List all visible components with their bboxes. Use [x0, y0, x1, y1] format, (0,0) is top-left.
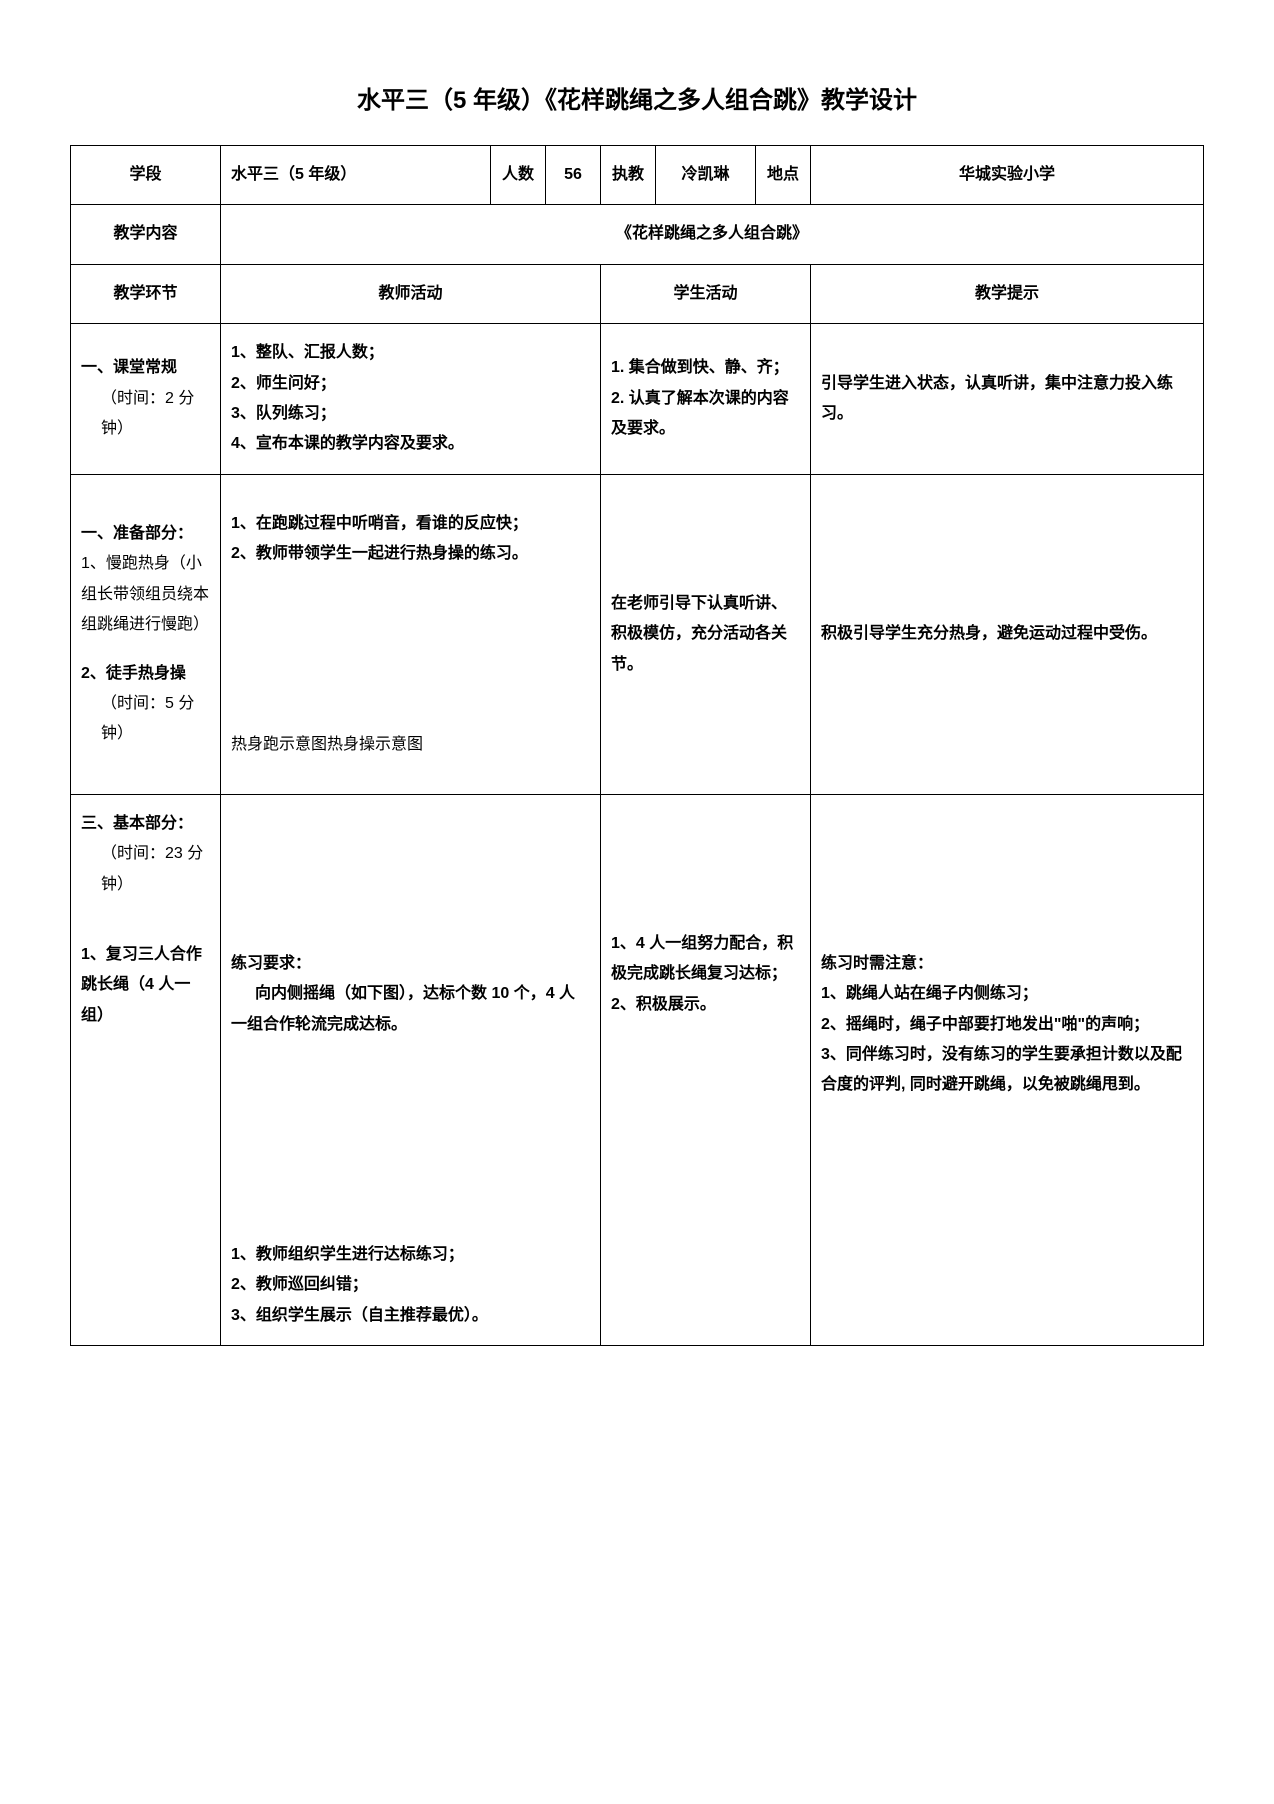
r2-stage-l3: 2、徒手热身操: [81, 659, 210, 689]
r1-student: 1. 集合做到快、静、齐； 2. 认真了解本次课的内容及要求。: [601, 324, 811, 475]
r1-stage-l1: 一、课堂常规: [81, 353, 210, 383]
r1-t2: 2、师生问好；: [231, 369, 590, 399]
count-label: 人数: [491, 146, 546, 205]
r2-t2: 2、教师带领学生一起进行热身操的练习。: [231, 539, 590, 569]
r3-h1: 1、跳绳人站在绳子内侧练习；: [821, 979, 1193, 1009]
exec-label: 执教: [601, 146, 656, 205]
r2-teacher: 1、在跑跳过程中听哨音，看谁的反应快； 2、教师带领学生一起进行热身操的练习。 …: [221, 474, 601, 794]
r1-t1: 1、整队、汇报人数；: [231, 338, 590, 368]
r3-s2: 2、积极展示。: [611, 990, 800, 1020]
r1-t3: 3、队列练习；: [231, 399, 590, 429]
r2-stage: 一、准备部分： 1、慢跑热身（小组长带领组员绕本组跳绳进行慢跑） 2、徒手热身操…: [71, 474, 221, 794]
r1-stage-l2: （时间：2 分钟）: [81, 384, 210, 445]
r3-t-body: 向内侧摇绳（如下图），达标个数 10 个，4 人一组合作轮流完成达标。: [231, 979, 590, 1040]
r1-hint: 引导学生进入状态，认真听讲，集中注意力投入练习。: [811, 324, 1204, 475]
lesson-plan-table: 学段 水平三（5 年级） 人数 56 执教 冷凯琳 地点 华城实验小学 教学内容…: [70, 145, 1204, 1346]
r1-stage: 一、课堂常规 （时间：2 分钟）: [71, 324, 221, 475]
r3-student: 1、4 人一组努力配合，积极完成跳长绳复习达标； 2、积极展示。: [601, 794, 811, 1345]
r3-stage: 三、基本部分： （时间：23 分钟） 1、复习三人合作跳长绳（4 人一组）: [71, 794, 221, 1345]
r2-stage-l1: 一、准备部分：: [81, 519, 210, 549]
r2-t1: 1、在跑跳过程中听哨音，看谁的反应快；: [231, 509, 590, 539]
r2-student: 在老师引导下认真听讲、积极模仿，充分活动各关节。: [601, 474, 811, 794]
r1-t4: 4、宣布本课的教学内容及要求。: [231, 429, 590, 459]
place-value: 华城实验小学: [811, 146, 1204, 205]
r3-stage-l2: （时间：23 分钟）: [81, 839, 210, 900]
r1-teacher: 1、整队、汇报人数； 2、师生问好； 3、队列练习； 4、宣布本课的教学内容及要…: [221, 324, 601, 475]
head-hint: 教学提示: [811, 264, 1204, 323]
r2-hint: 积极引导学生充分热身，避免运动过程中受伤。: [811, 474, 1204, 794]
r3-teacher: 练习要求： 向内侧摇绳（如下图），达标个数 10 个，4 人一组合作轮流完成达标…: [221, 794, 601, 1345]
head-stage: 教学环节: [71, 264, 221, 323]
head-student: 学生活动: [601, 264, 811, 323]
r1-s1: 1. 集合做到快、静、齐；: [611, 353, 800, 383]
r3-stage-l3: 1、复习三人合作跳长绳（4 人一组）: [81, 940, 210, 1031]
stage-value: 水平三（5 年级）: [221, 146, 491, 205]
page-title: 水平三（5 年级）《花样跳绳之多人组合跳》教学设计: [70, 80, 1204, 115]
content-label: 教学内容: [71, 205, 221, 264]
count-value: 56: [546, 146, 601, 205]
r3-tb3: 3、组织学生展示（自主推荐最优）。: [231, 1301, 590, 1331]
stage-label: 学段: [71, 146, 221, 205]
r3-h2: 2、摇绳时，绳子中部要打地发出"啪"的声响；: [821, 1010, 1193, 1040]
r3-h3: 3、同伴练习时，没有练习的学生要承担计数以及配合度的评判, 同时避开跳绳，以免被…: [821, 1040, 1193, 1101]
r3-h-head: 练习时需注意：: [821, 949, 1193, 979]
r3-hint: 练习时需注意： 1、跳绳人站在绳子内侧练习； 2、摇绳时，绳子中部要打地发出"啪…: [811, 794, 1204, 1345]
r3-t-head: 练习要求：: [231, 949, 590, 979]
r2-stage-l4: （时间：5 分钟）: [81, 689, 210, 750]
head-teacher: 教师活动: [221, 264, 601, 323]
r2-t3: 热身跑示意图热身操示意图: [231, 730, 590, 760]
content-value: 《花样跳绳之多人组合跳》: [221, 205, 1204, 264]
r3-tb2: 2、教师巡回纠错；: [231, 1270, 590, 1300]
exec-value: 冷凯琳: [656, 146, 756, 205]
place-label: 地点: [756, 146, 811, 205]
r3-tb1: 1、教师组织学生进行达标练习；: [231, 1240, 590, 1270]
r3-stage-l1: 三、基本部分：: [81, 809, 210, 839]
r2-stage-l2: 1、慢跑热身（小组长带领组员绕本组跳绳进行慢跑）: [81, 549, 210, 640]
r1-s2: 2. 认真了解本次课的内容及要求。: [611, 384, 800, 445]
r3-s1: 1、4 人一组努力配合，积极完成跳长绳复习达标；: [611, 929, 800, 990]
